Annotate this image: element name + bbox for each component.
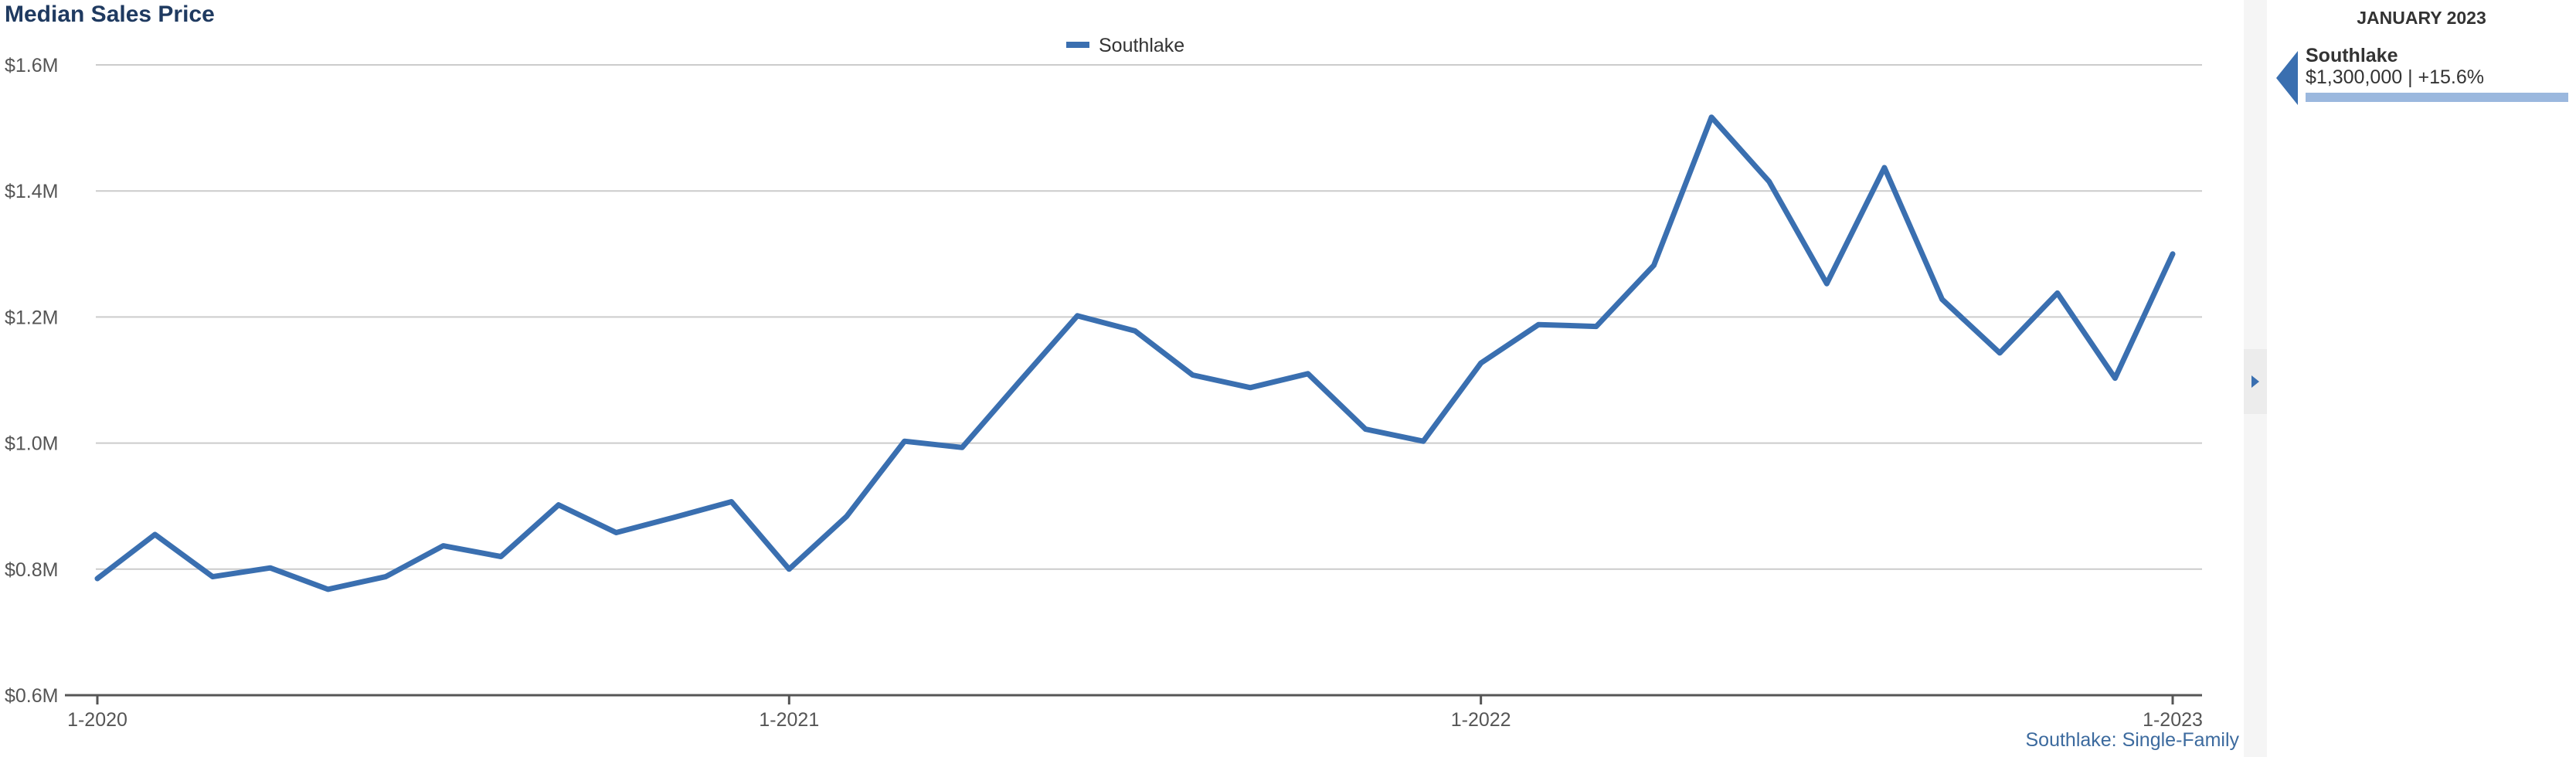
data-point[interactable]	[954, 440, 970, 455]
data-point[interactable]	[263, 560, 278, 575]
data-point[interactable]	[1935, 292, 1950, 307]
data-point[interactable]	[897, 433, 912, 449]
data-point[interactable]	[1300, 366, 1316, 382]
data-point[interactable]	[320, 582, 335, 597]
panel-toggle-button[interactable]	[2244, 349, 2267, 414]
series-layer	[90, 110, 2180, 597]
data-point[interactable]	[1704, 110, 1719, 125]
panel-heading: JANUARY 2023	[2357, 8, 2486, 28]
panel-value-bar	[2306, 93, 2568, 102]
series-line-southlake[interactable]	[94, 114, 2176, 592]
data-point[interactable]	[493, 548, 508, 564]
data-point[interactable]	[1589, 319, 1604, 334]
data-point[interactable]	[1415, 433, 1431, 449]
y-tick-label: $0.8M	[5, 559, 58, 581]
data-point[interactable]	[551, 497, 566, 513]
data-point[interactable]	[1992, 345, 2007, 361]
data-point[interactable]	[781, 562, 797, 577]
data-point[interactable]	[1127, 323, 1143, 338]
data-point[interactable]	[1819, 276, 1834, 291]
data-point[interactable]	[148, 527, 163, 542]
data-point[interactable]	[1473, 355, 1489, 371]
data-point[interactable]	[436, 538, 451, 554]
data-point[interactable]	[1012, 374, 1028, 389]
data-point[interactable]	[666, 510, 681, 525]
y-tick-label: $1.2M	[5, 307, 58, 328]
panel-series-value: $1,300,000 | +15.6%	[2306, 66, 2484, 88]
data-point[interactable]	[90, 571, 105, 586]
y-tick-label: $1.6M	[5, 55, 58, 76]
pointer-left-icon	[2276, 51, 2298, 105]
data-point[interactable]	[1069, 308, 1085, 324]
y-tick-label: $0.6M	[5, 685, 58, 707]
grid-lines	[96, 64, 2202, 570]
x-tick-label: 1-2022	[1451, 709, 1511, 731]
data-point[interactable]	[724, 494, 739, 509]
legend-label: Southlake	[1099, 35, 1184, 56]
x-tick-label: 1-2023	[2143, 709, 2203, 731]
y-axis-tick-labels: $0.6M $0.8M $1.0M $1.2M $1.4M $1.6M	[5, 55, 58, 707]
data-point[interactable]	[378, 569, 393, 585]
data-point[interactable]	[2107, 371, 2122, 386]
legend[interactable]: Southlake	[1066, 35, 1184, 56]
data-point[interactable]	[2165, 246, 2180, 262]
data-point[interactable]	[839, 508, 855, 524]
chart-title: Median Sales Price	[5, 2, 215, 27]
chart-credit: Southlake: Single-Family	[2025, 729, 2239, 751]
data-point[interactable]	[205, 569, 220, 585]
chevron-right-icon	[2251, 375, 2259, 388]
x-tick-label: 1-2021	[759, 709, 819, 731]
line-chart: $0.6M$0.8M$1.0M$1.2M$1.4M$1.6M 1-2020 1-2…	[5, 35, 2203, 731]
data-point[interactable]	[1185, 367, 1201, 382]
panel-series-name: Southlake	[2306, 45, 2398, 66]
data-point[interactable]	[1877, 160, 1892, 175]
side-panel: JANUARY 2023 Southlake $1,300,000 | +15.…	[2267, 0, 2576, 757]
data-point[interactable]	[1242, 380, 1258, 395]
data-point[interactable]	[2050, 285, 2065, 300]
x-axis: 1-2020 1-2021 1-2022 1-2023	[65, 694, 2203, 731]
y-tick-label: $1.4M	[5, 181, 58, 202]
data-point[interactable]	[609, 524, 624, 540]
data-point[interactable]	[1358, 422, 1373, 437]
data-point[interactable]	[1531, 317, 1546, 332]
y-tick-label: $1.0M	[5, 433, 58, 455]
data-point[interactable]	[1762, 174, 1777, 189]
data-point[interactable]	[1647, 257, 1662, 273]
x-tick-label: 1-2020	[67, 709, 127, 731]
